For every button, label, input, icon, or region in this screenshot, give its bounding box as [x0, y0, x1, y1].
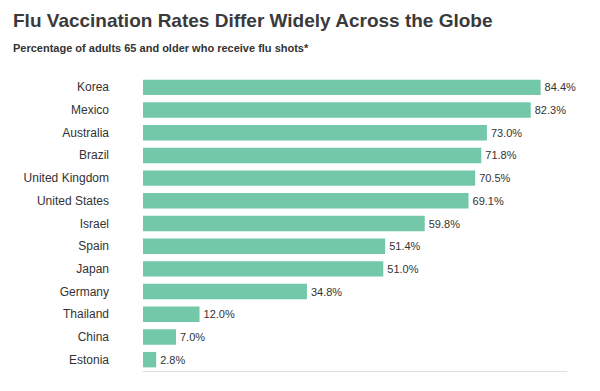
svg-text:Thailand: Thailand	[63, 307, 109, 321]
svg-text:Korea: Korea	[77, 80, 109, 94]
svg-text:Brazil: Brazil	[79, 148, 109, 162]
svg-text:70.5%: 70.5%	[479, 172, 510, 184]
svg-text:7.0%: 7.0%	[180, 331, 205, 343]
svg-text:Israel: Israel	[80, 217, 109, 231]
svg-text:71.8%: 71.8%	[485, 149, 516, 161]
svg-text:Percentage of adults 65 and ol: Percentage of adults 65 and older who re…	[13, 42, 309, 54]
svg-text:Spain: Spain	[78, 239, 109, 253]
svg-text:Estonia: Estonia	[69, 353, 109, 367]
svg-text:84.4%: 84.4%	[545, 81, 576, 93]
svg-text:69.1%: 69.1%	[473, 195, 504, 207]
svg-text:Australia: Australia	[62, 126, 109, 140]
svg-text:Flu Vaccination Rates Differ W: Flu Vaccination Rates Differ Widely Acro…	[13, 10, 493, 31]
svg-text:China: China	[78, 330, 110, 344]
svg-text:Germany: Germany	[60, 285, 109, 299]
svg-text:51.4%: 51.4%	[389, 240, 420, 252]
svg-text:59.8%: 59.8%	[429, 218, 460, 230]
svg-text:2.8%: 2.8%	[160, 354, 185, 366]
svg-text:34.8%: 34.8%	[311, 286, 342, 298]
svg-text:82.3%: 82.3%	[535, 104, 566, 116]
svg-text:12.0%: 12.0%	[204, 308, 235, 320]
svg-text:73.0%: 73.0%	[491, 127, 522, 139]
svg-text:United States: United States	[37, 194, 109, 208]
svg-text:United Kingdom: United Kingdom	[24, 171, 109, 185]
svg-text:Japan: Japan	[76, 262, 109, 276]
svg-text:Mexico: Mexico	[71, 103, 109, 117]
svg-text:51.0%: 51.0%	[387, 263, 418, 275]
